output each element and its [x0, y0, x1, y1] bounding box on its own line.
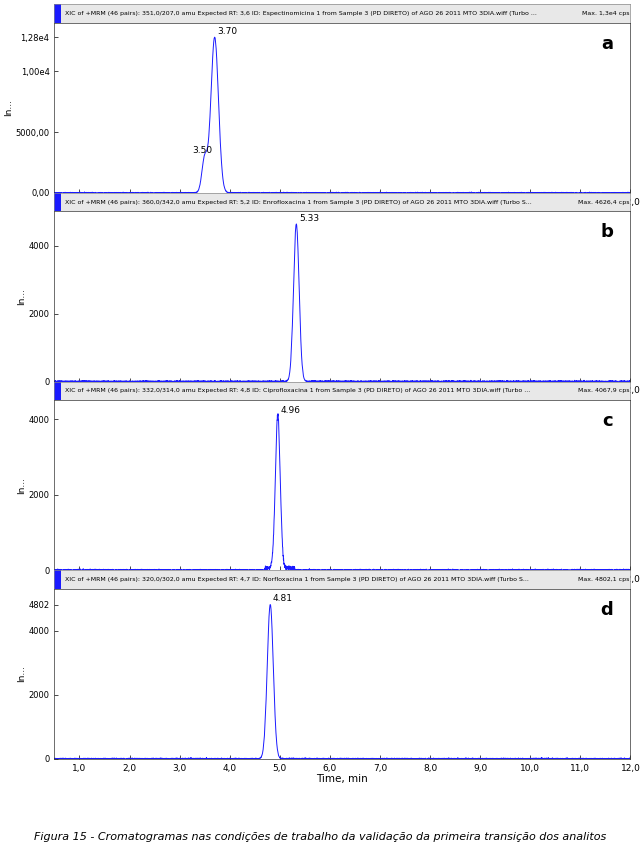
Text: XIC of +MRM (46 pairs): 360,0/342,0 amu Expected RT: 5,2 ID: Enrofloxacina 1 fro: XIC of +MRM (46 pairs): 360,0/342,0 amu …: [65, 200, 531, 205]
Text: Figura 15 - Cromatogramas nas condições de trabalho da validação da primeira tra: Figura 15 - Cromatogramas nas condições …: [34, 832, 606, 842]
Text: c: c: [602, 412, 613, 430]
Text: XIC of +MRM (46 pairs): 351,0/207,0 amu Expected RT: 3,6 ID: Espectinomicina 1 f: XIC of +MRM (46 pairs): 351,0/207,0 amu …: [65, 11, 537, 16]
Text: a: a: [601, 35, 613, 52]
Text: Max. 1,3e4 cps: Max. 1,3e4 cps: [582, 11, 629, 16]
X-axis label: Time, min: Time, min: [317, 585, 368, 596]
X-axis label: Time, min: Time, min: [317, 208, 368, 218]
Text: b: b: [600, 223, 613, 241]
Y-axis label: In...: In...: [4, 99, 13, 117]
Text: d: d: [600, 601, 613, 618]
Text: 4.96: 4.96: [280, 406, 300, 415]
Text: 3.70: 3.70: [217, 27, 237, 36]
Text: Max. 4802,1 cps: Max. 4802,1 cps: [578, 577, 629, 582]
Y-axis label: In...: In...: [17, 288, 26, 305]
Text: 4.81: 4.81: [273, 594, 292, 603]
Text: 3.50: 3.50: [192, 146, 212, 156]
Text: Max. 4067,9 cps: Max. 4067,9 cps: [578, 388, 629, 393]
Text: Max. 4626,4 cps: Max. 4626,4 cps: [578, 200, 629, 205]
Text: XIC of +MRM (46 pairs): 332,0/314,0 amu Expected RT: 4,8 ID: Ciprofloxacina 1 fr: XIC of +MRM (46 pairs): 332,0/314,0 amu …: [65, 388, 530, 393]
Bar: [54, 193, 61, 212]
Text: 5.33: 5.33: [299, 213, 319, 222]
Y-axis label: In...: In...: [17, 665, 26, 683]
Bar: [54, 570, 61, 589]
Bar: [54, 4, 61, 23]
Y-axis label: In...: In...: [17, 476, 26, 494]
X-axis label: Time, min: Time, min: [317, 397, 368, 407]
Bar: [54, 382, 61, 400]
Text: XIC of +MRM (46 pairs): 320,0/302,0 amu Expected RT: 4,7 ID: Norfloxacina 1 from: XIC of +MRM (46 pairs): 320,0/302,0 amu …: [65, 577, 529, 582]
X-axis label: Time, min: Time, min: [317, 774, 368, 784]
